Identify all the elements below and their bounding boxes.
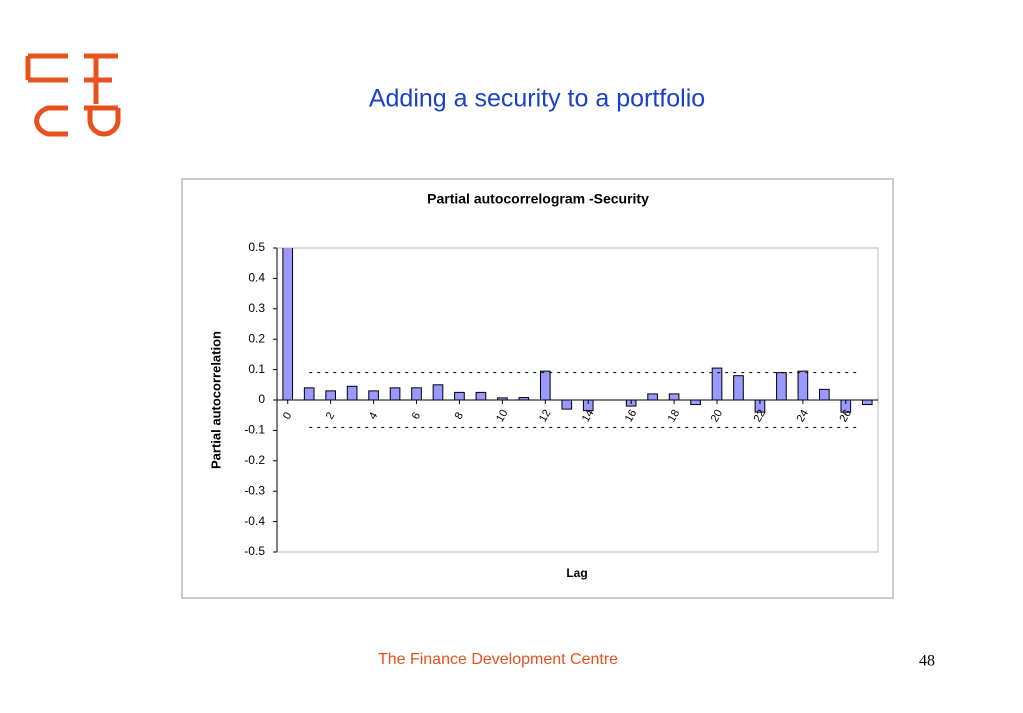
x-tick-label: 4 bbox=[367, 410, 380, 421]
bar bbox=[368, 390, 379, 401]
y-tick-label: 0.4 bbox=[248, 271, 265, 285]
bar bbox=[733, 375, 744, 401]
x-tick-label: 10 bbox=[494, 408, 511, 425]
x-tick-label: 18 bbox=[666, 408, 683, 425]
y-tick-label: -0.1 bbox=[244, 423, 265, 437]
slide-title: Adding a security to a portfolio bbox=[369, 85, 705, 113]
y-tick-label: -0.3 bbox=[244, 483, 265, 497]
x-tick-label: 24 bbox=[795, 408, 812, 425]
bar bbox=[647, 393, 658, 401]
bar bbox=[346, 385, 358, 401]
logo bbox=[25, 53, 121, 137]
bar bbox=[861, 399, 873, 406]
chart-title: Partial autocorrelogram -Security bbox=[427, 191, 649, 207]
x-tick-label: 6 bbox=[410, 410, 423, 421]
y-tick-label: 0.1 bbox=[248, 362, 265, 376]
x-tick-label: 0 bbox=[281, 410, 294, 421]
x-tick-label: 26 bbox=[837, 408, 854, 425]
bar bbox=[303, 387, 315, 401]
x-tick-label: 20 bbox=[709, 408, 726, 425]
y-tick-label: -0.5 bbox=[244, 544, 265, 558]
bar bbox=[668, 393, 680, 401]
bar bbox=[454, 391, 465, 401]
bar bbox=[690, 399, 701, 406]
bar bbox=[539, 370, 551, 401]
bar bbox=[282, 248, 294, 401]
bar bbox=[819, 388, 830, 401]
bar bbox=[325, 390, 336, 401]
x-tick-label: 2 bbox=[324, 410, 337, 421]
x-tick-label: 12 bbox=[537, 408, 554, 425]
bar bbox=[475, 391, 487, 401]
x-axis-label: Lag bbox=[566, 566, 587, 580]
chart-frame bbox=[181, 178, 894, 599]
bar bbox=[776, 372, 787, 401]
bar bbox=[711, 367, 723, 401]
footer: The Finance Development Centre bbox=[378, 651, 618, 668]
y-tick-label: 0.2 bbox=[248, 331, 265, 345]
bar bbox=[797, 370, 809, 401]
bar bbox=[389, 387, 401, 401]
page-number: 48 bbox=[919, 653, 935, 670]
x-tick-label: 22 bbox=[752, 408, 769, 425]
bar bbox=[432, 384, 444, 401]
bar bbox=[411, 387, 422, 401]
y-tick-label: 0.3 bbox=[248, 301, 265, 315]
x-tick-label: 14 bbox=[580, 408, 597, 425]
x-tick-label: 16 bbox=[623, 408, 640, 425]
y-axis-label: Partial autocorrelation bbox=[208, 331, 223, 469]
y-tick-label: -0.2 bbox=[244, 453, 265, 467]
x-tick-label: 8 bbox=[453, 410, 466, 421]
y-tick-label: -0.4 bbox=[244, 514, 265, 528]
bar bbox=[561, 399, 573, 410]
y-tick-label: 0 bbox=[258, 392, 265, 406]
y-tick-label: 0.5 bbox=[248, 240, 265, 254]
